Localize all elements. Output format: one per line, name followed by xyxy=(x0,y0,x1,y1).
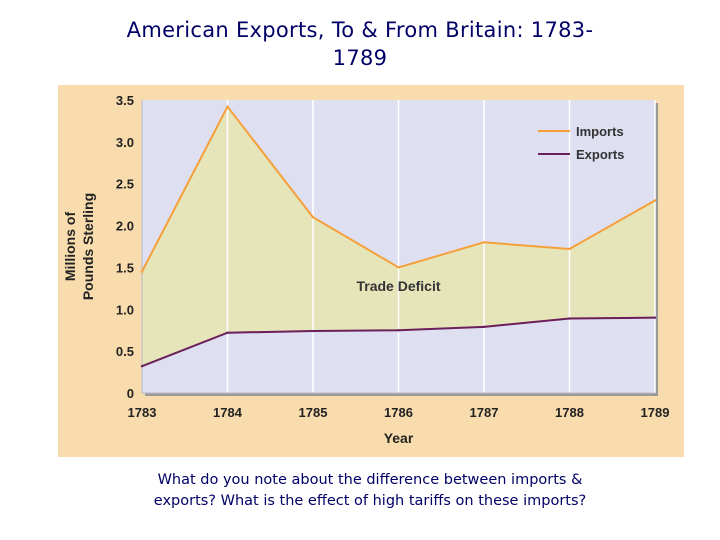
data-point-exports-1783 xyxy=(140,365,144,368)
x-axis-title: Year xyxy=(384,430,414,446)
data-point-imports-1784 xyxy=(226,105,229,108)
x-tick-label: 1788 xyxy=(555,405,584,420)
y-tick-label: 2.0 xyxy=(116,219,134,234)
data-point-imports-1789 xyxy=(653,199,657,202)
slide-caption-line1: What do you note about the difference be… xyxy=(157,472,583,488)
data-point-exports-1784 xyxy=(226,331,229,334)
y-tick-label: 0.5 xyxy=(116,344,134,359)
y-tick-label: 2.5 xyxy=(116,177,134,192)
y-tick-label: 3.0 xyxy=(116,135,134,150)
legend-label-exports: Exports xyxy=(576,147,624,162)
slide-title-line2: 1789 xyxy=(332,46,388,70)
y-axis-title-line2: Pounds Sterling xyxy=(80,193,96,300)
data-point-imports-1786 xyxy=(397,266,400,269)
chart-panel: 0 0.5 1.0 1.5 2.0 2.5 3.0 3.5 1783 1784 1785 1786 17… xyxy=(58,85,684,457)
x-tick-label: 1787 xyxy=(470,405,499,420)
data-point-exports-1785 xyxy=(311,329,315,333)
data-point-exports-1786 xyxy=(397,329,400,332)
x-tick-label: 1789 xyxy=(641,405,670,420)
data-point-exports-1787 xyxy=(482,325,486,329)
y-tick-label: 0 xyxy=(127,386,134,401)
data-point-exports-1788 xyxy=(568,317,571,320)
y-axis-title-line1: Millions of xyxy=(62,212,78,282)
trade-deficit-label: Trade Deficit xyxy=(356,278,440,294)
trade-chart: 0 0.5 1.0 1.5 2.0 2.5 3.0 3.5 1783 1784 1785 1786 17… xyxy=(62,93,670,446)
slide-caption-line2: exports? What is the effect of high tari… xyxy=(153,493,587,509)
data-point-imports-1788 xyxy=(568,247,571,251)
slide-title-line1: American Exports, To & From Britain: 178… xyxy=(126,18,594,42)
x-tick-label: 1785 xyxy=(299,405,328,420)
x-tick-label: 1786 xyxy=(384,405,413,420)
x-tick-label: 1784 xyxy=(213,405,243,420)
slide-caption: What do you note about the difference be… xyxy=(70,470,670,512)
data-point-imports-1787 xyxy=(482,241,486,244)
y-tick-label: 1.0 xyxy=(116,302,134,317)
x-tick-label: 1783 xyxy=(128,405,157,420)
legend-label-imports: Imports xyxy=(576,124,624,139)
slide-title: American Exports, To & From Britain: 178… xyxy=(60,16,660,72)
y-tick-label: 3.5 xyxy=(116,93,134,108)
data-point-imports-1785 xyxy=(311,216,315,219)
data-point-imports-1783 xyxy=(140,270,144,273)
y-tick-label: 1.5 xyxy=(116,260,134,275)
trade-deficit-area xyxy=(142,106,655,367)
data-point-exports-1789 xyxy=(653,316,657,319)
